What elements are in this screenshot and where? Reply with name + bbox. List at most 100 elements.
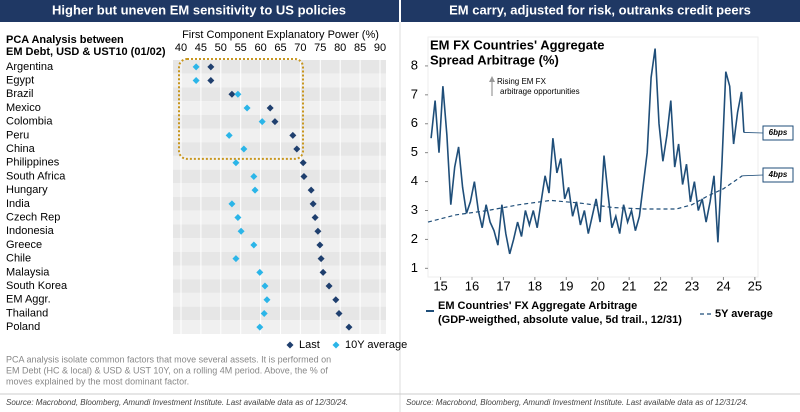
chart-title: EM Debt, USD & UST10 (01/02): [6, 46, 166, 58]
row-band: [173, 101, 386, 115]
dot: [207, 63, 215, 71]
category-label: Greece: [6, 239, 42, 251]
dot: [314, 227, 322, 235]
legend-label: EM Countries' FX Aggregate Arbitrage: [438, 300, 637, 312]
dot: [317, 255, 325, 263]
chart-title: Spread Arbitrage (%): [430, 52, 559, 67]
end-label-leader: [743, 132, 764, 134]
dot: [345, 323, 353, 331]
dot: [293, 145, 301, 153]
legend-swatch: [286, 341, 294, 349]
chart-title: EM FX Countries' Aggregate: [430, 37, 605, 52]
dot: [228, 90, 236, 98]
category-label: Peru: [6, 129, 29, 141]
x-tick-label: 23: [685, 278, 699, 293]
category-label: Thailand: [6, 307, 48, 319]
dot: [311, 214, 319, 222]
dot: [263, 296, 271, 304]
x-tick-label: 25: [748, 278, 762, 293]
dot: [207, 77, 215, 85]
row-band: [173, 224, 386, 239]
row-band: [173, 142, 386, 156]
dot: [325, 282, 333, 290]
row-band: [173, 169, 386, 184]
y-tick-label: 5: [411, 144, 418, 159]
x-tick-label: 85: [354, 42, 366, 54]
legend-label: 10Y average: [345, 339, 407, 351]
category-label: India: [6, 198, 31, 210]
footnote: EM Debt (HC & local) & USD & UST 10Y, on…: [6, 365, 328, 375]
row-band: [173, 292, 386, 307]
plot-area: [427, 36, 759, 278]
dot: [319, 268, 327, 276]
dot: [243, 104, 251, 112]
footnote: PCA analysis isolate common factors that…: [6, 354, 331, 364]
row-band: [173, 128, 386, 143]
x-tick-label: 21: [622, 278, 636, 293]
source: Source: Macrobond, Bloomberg, Amundi Inv…: [406, 398, 748, 407]
dot: [332, 296, 340, 304]
category-label: EM Aggr.: [6, 294, 51, 306]
row-band: [173, 73, 386, 88]
x-tick-label: 75: [314, 42, 326, 54]
dot: [225, 131, 233, 139]
chart-title: PCA Analysis between: [6, 34, 124, 46]
y-tick-label: 6: [411, 115, 418, 130]
x-tick-label: 16: [465, 278, 479, 293]
dot: [256, 268, 264, 276]
row-band: [173, 279, 386, 293]
dot: [228, 200, 236, 208]
category-label: Egypt: [6, 74, 34, 86]
line-series: [430, 48, 745, 255]
row-band: [173, 114, 386, 129]
x-tick-label: 55: [235, 42, 247, 54]
dot: [256, 323, 264, 331]
category-label: Philippines: [6, 157, 60, 169]
legend-label: Last: [299, 339, 320, 351]
x-axis-title: First Component Explanatory Power (%): [182, 29, 379, 41]
dot: [192, 63, 200, 71]
x-tick-label: 70: [294, 42, 306, 54]
x-tick-label: 17: [496, 278, 510, 293]
category-label: Brazil: [6, 88, 34, 100]
dot: [240, 145, 248, 153]
dot: [271, 118, 279, 126]
category-label: Chile: [6, 253, 31, 265]
dot: [307, 186, 315, 194]
dot: [232, 255, 240, 263]
category-label: Colombia: [6, 116, 53, 128]
x-tick-label: 65: [274, 42, 286, 54]
category-label: South Korea: [6, 280, 68, 292]
footnote: moves explained by the most dominant fac…: [6, 376, 189, 386]
y-tick-label: 7: [411, 86, 418, 101]
dot: [289, 131, 297, 139]
x-tick-label: 45: [195, 42, 207, 54]
end-label-leader: [742, 174, 764, 177]
dot: [250, 241, 258, 249]
dot: [234, 90, 242, 98]
dot: [299, 159, 307, 167]
dot: [250, 172, 258, 180]
y-tick-label: 4: [411, 173, 418, 188]
category-label: South Africa: [6, 170, 66, 182]
x-tick-label: 80: [334, 42, 346, 54]
category-label: Mexico: [6, 102, 41, 114]
end-label-box: [762, 125, 794, 141]
dot: [260, 309, 268, 317]
header-title: EM carry, adjusted for risk, outranks cr…: [449, 2, 751, 17]
dot: [300, 172, 308, 180]
end-label: 4bps: [768, 170, 788, 179]
category-label: Poland: [6, 321, 40, 333]
legend-swatch: [332, 341, 340, 349]
dot: [261, 282, 269, 290]
dot: [192, 77, 200, 85]
row-band: [173, 60, 386, 74]
y-tick-label: 3: [411, 202, 418, 217]
end-label-box: [762, 167, 794, 183]
x-tick-label: 24: [716, 278, 730, 293]
row-band: [173, 197, 386, 211]
dot: [335, 309, 343, 317]
row-band: [173, 306, 386, 321]
row-band: [173, 320, 386, 334]
annotation: Rising EM FX: [497, 77, 547, 86]
